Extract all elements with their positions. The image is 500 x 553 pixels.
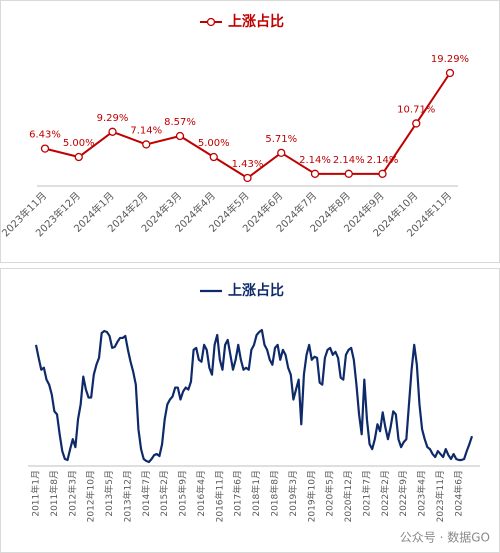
- x-tick-label: 2023年11月: [434, 470, 446, 522]
- data-label: 1.43%: [232, 159, 264, 170]
- x-tick-label: 2016年4月: [195, 470, 207, 517]
- x-tick-label: 2016年11月: [213, 470, 225, 522]
- point-marker: [175, 131, 185, 141]
- data-label: 2.14%: [333, 155, 365, 166]
- data-label: 5.00%: [63, 138, 95, 149]
- point-marker: [310, 169, 320, 178]
- x-tick-label: 2013年5月: [103, 470, 115, 517]
- x-tick-label: 2011年8月: [48, 470, 60, 517]
- x-tick-label: 2022年2月: [379, 470, 391, 517]
- point-marker: [344, 169, 353, 178]
- x-tick-label: 2019年3月: [287, 470, 299, 517]
- data-label: 7.14%: [130, 125, 162, 136]
- x-tick-label: 2012年3月: [66, 470, 78, 517]
- x-tick-label: 2018年8月: [269, 470, 281, 517]
- point-marker: [412, 119, 421, 128]
- x-tick-label: 2015年9月: [177, 470, 189, 517]
- chart-frame: [0, 268, 500, 553]
- x-tick-label: 2013年12月: [121, 470, 133, 522]
- x-tick-label: 2011年1月: [30, 470, 42, 517]
- series-line: [34, 328, 474, 464]
- x-tick-label: 2014年7月: [140, 470, 152, 517]
- point-marker: [40, 144, 50, 153]
- point-marker: [243, 173, 252, 183]
- x-tick-label: 2023年4月: [416, 470, 428, 517]
- x-tick-label: 2019年10月: [305, 470, 317, 522]
- point-marker: [277, 148, 286, 157]
- chart-frame: [0, 0, 500, 263]
- x-tick-label: 2020年5月: [324, 470, 336, 517]
- data-label: 6.43%: [29, 130, 61, 141]
- legend-label: 上涨占比: [228, 13, 284, 30]
- point-marker: [378, 169, 387, 178]
- data-label: 2.14%: [367, 155, 399, 166]
- data-label: 10.71%: [397, 104, 435, 115]
- x-tick-label: 2020年12月: [342, 470, 354, 522]
- point-marker: [142, 140, 151, 149]
- x-tick-label: 2018年1月: [250, 470, 262, 517]
- point-marker: [74, 152, 83, 162]
- watermark: 公众号 · 数据GO: [400, 530, 490, 545]
- legend-label: 上涨占比: [228, 282, 284, 299]
- legend-marker: [206, 17, 216, 27]
- point-marker: [209, 152, 218, 162]
- data-label: 5.00%: [198, 138, 230, 149]
- point-marker: [445, 68, 455, 78]
- x-tick-label: 2012年10月: [85, 470, 97, 522]
- x-tick-label: 2022年9月: [397, 470, 409, 517]
- data-label: 2.14%: [299, 155, 331, 166]
- x-tick-label: 2015年2月: [158, 470, 170, 517]
- x-tick-label: 2017年6月: [232, 470, 244, 517]
- data-label: 5.71%: [265, 134, 297, 145]
- data-label: 9.29%: [97, 113, 129, 124]
- x-tick-label: 2021年7月: [360, 470, 372, 517]
- data-label: 8.57%: [164, 117, 196, 128]
- x-tick-label: 2024年6月: [452, 470, 464, 517]
- data-label: 19.29%: [431, 54, 469, 65]
- point-marker: [108, 127, 117, 136]
